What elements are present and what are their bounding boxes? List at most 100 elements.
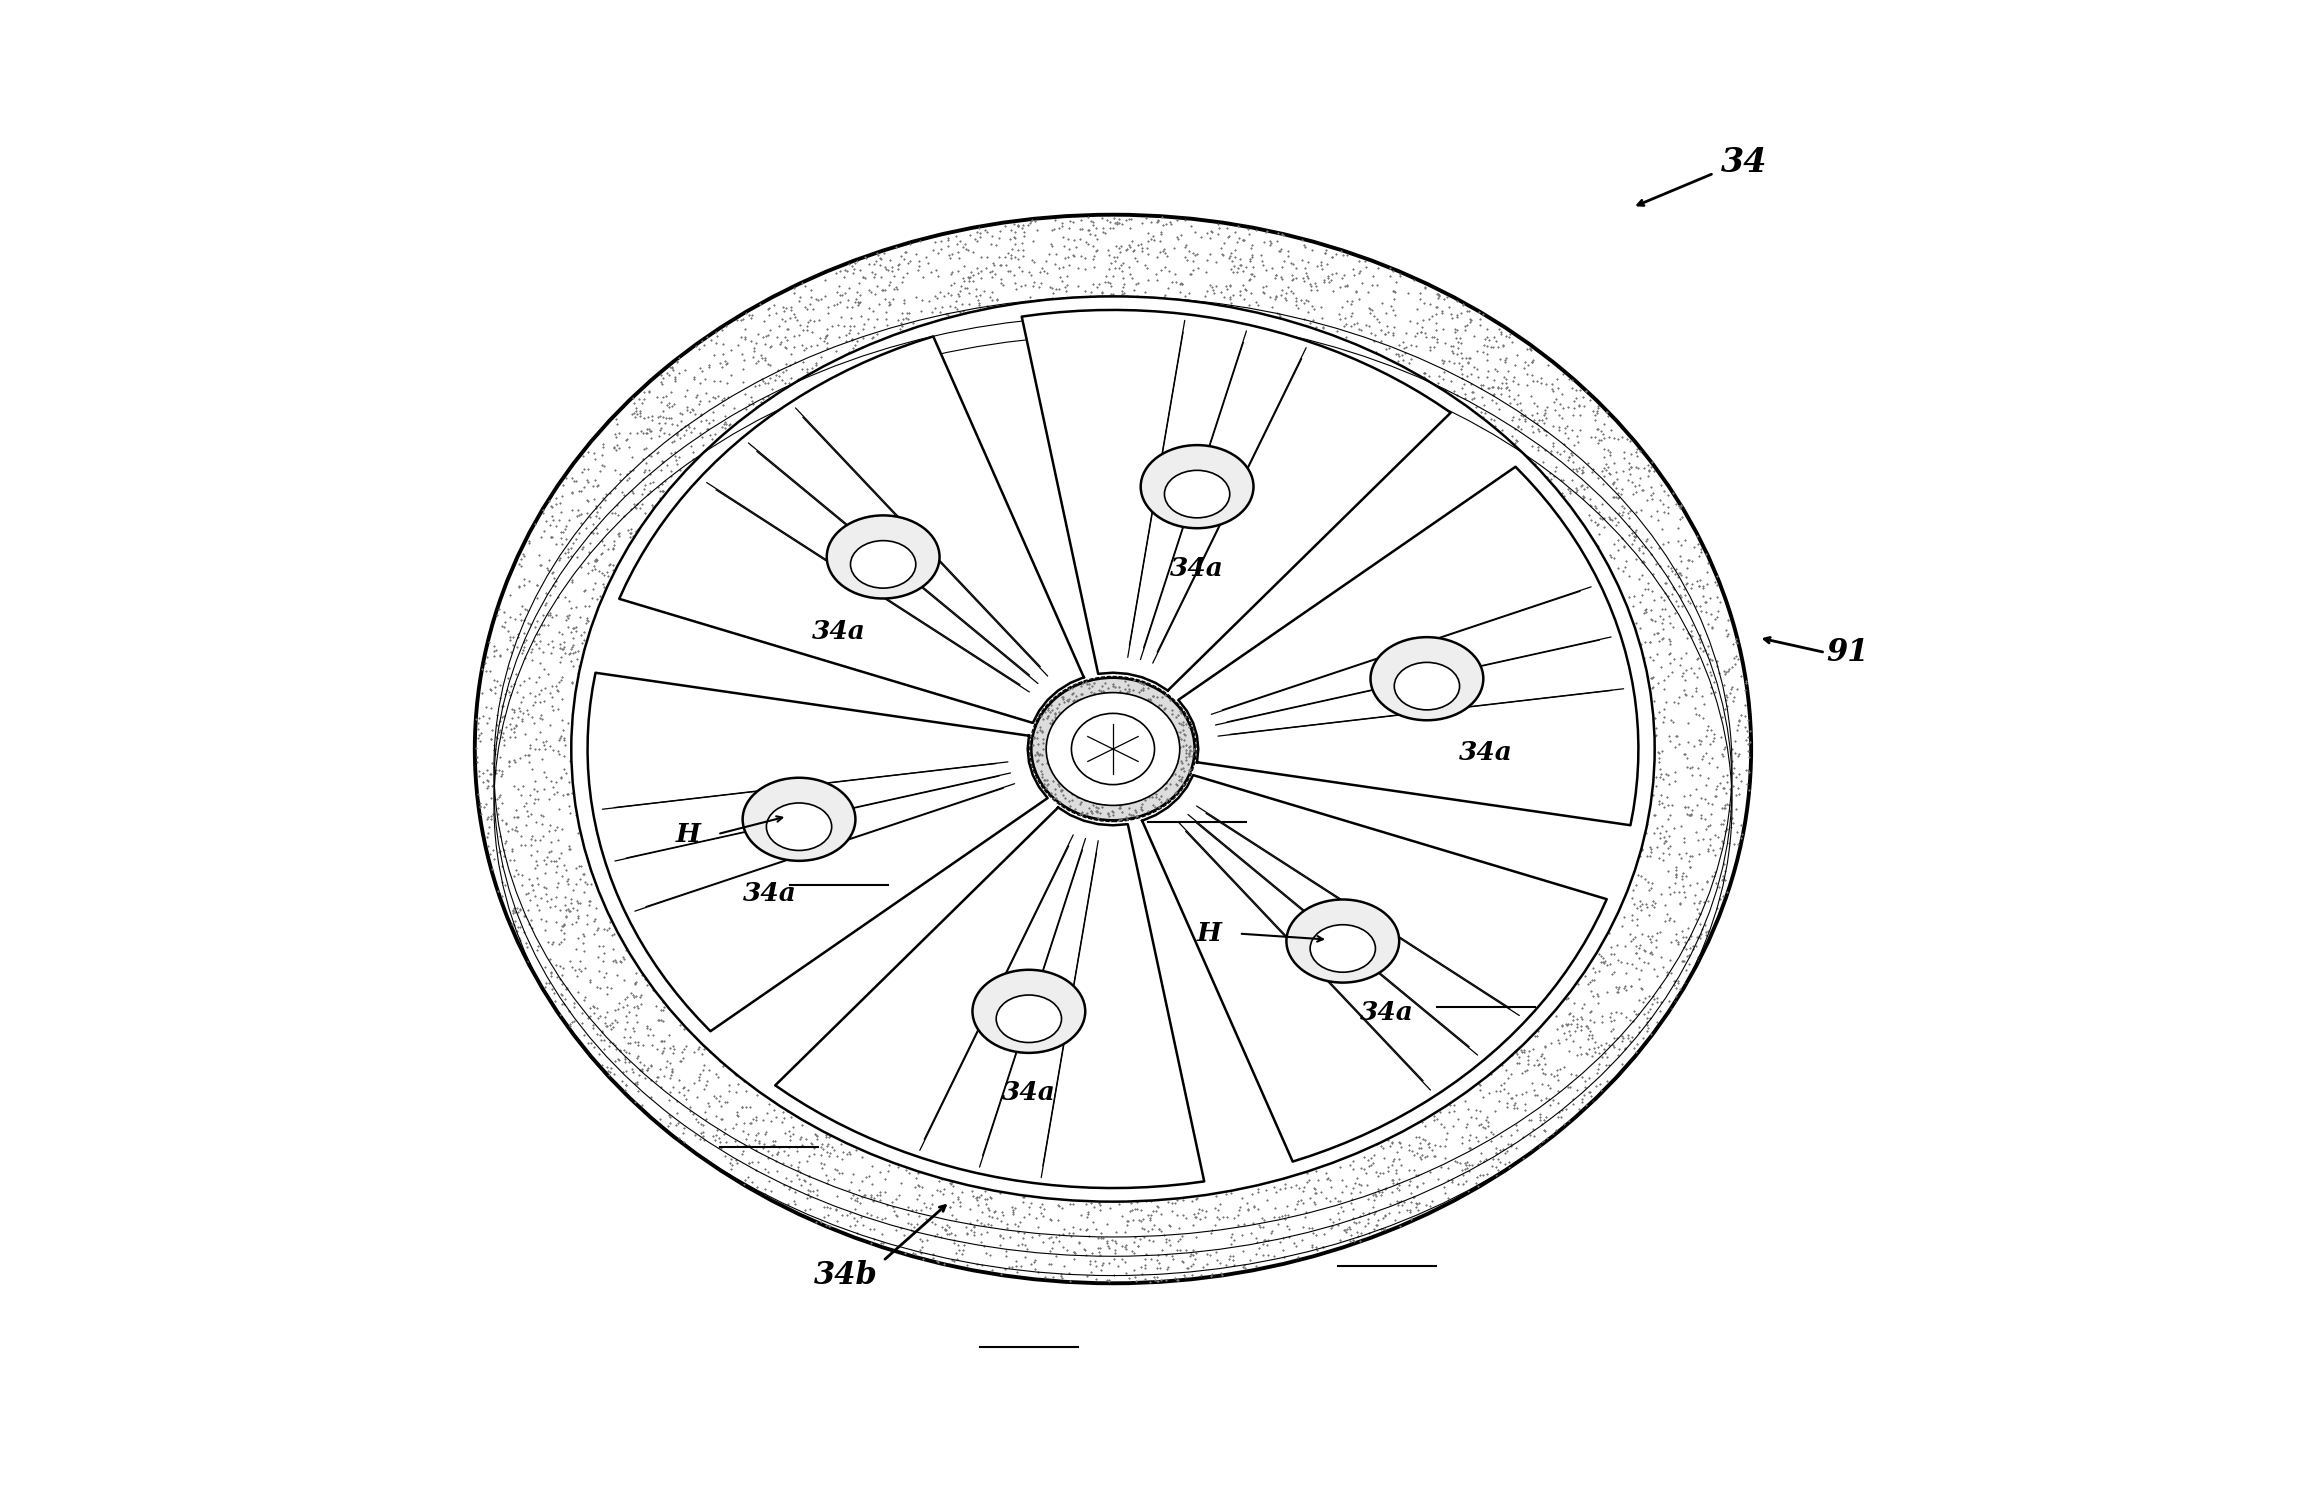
Point xyxy=(1308,1186,1345,1210)
Point xyxy=(1081,1236,1118,1260)
Point xyxy=(1171,240,1208,264)
Point xyxy=(630,379,667,403)
Point xyxy=(537,860,574,884)
Point xyxy=(1718,730,1755,753)
Point xyxy=(1183,1263,1220,1287)
Point xyxy=(926,283,963,307)
Point xyxy=(1273,282,1310,306)
Point xyxy=(1067,1243,1104,1267)
Point xyxy=(519,786,556,810)
Point xyxy=(1028,745,1065,768)
Point xyxy=(1171,761,1208,785)
Point xyxy=(1641,472,1678,496)
Point xyxy=(1704,884,1741,908)
Point xyxy=(572,888,609,912)
Point xyxy=(1164,271,1201,295)
Point xyxy=(553,878,590,902)
Point xyxy=(521,706,558,730)
Point xyxy=(1581,428,1618,452)
Point xyxy=(644,1041,681,1065)
Point xyxy=(1211,1246,1248,1270)
Point xyxy=(1317,261,1354,285)
Point xyxy=(947,1215,984,1239)
Point xyxy=(1539,1068,1577,1092)
Point xyxy=(1127,788,1164,812)
Point xyxy=(1153,716,1190,740)
Point xyxy=(600,524,637,548)
Point xyxy=(1340,288,1377,312)
Point xyxy=(1669,730,1706,753)
Point xyxy=(1669,556,1706,580)
Point xyxy=(1456,386,1493,410)
Point xyxy=(1671,756,1708,780)
Point xyxy=(549,977,586,1001)
Point xyxy=(646,1040,683,1064)
Point xyxy=(1620,1002,1658,1026)
Point xyxy=(1273,267,1310,291)
Point xyxy=(998,277,1035,301)
Point xyxy=(505,620,542,644)
Point xyxy=(752,377,789,401)
Point xyxy=(1160,767,1197,791)
Point xyxy=(1370,1155,1408,1179)
Point xyxy=(1167,706,1204,730)
Point xyxy=(549,905,586,929)
Point xyxy=(1711,800,1748,824)
Point xyxy=(1032,698,1070,722)
Point xyxy=(1257,267,1294,291)
Point xyxy=(1655,575,1692,599)
Point xyxy=(1678,665,1715,689)
Point xyxy=(1623,837,1660,861)
Point xyxy=(479,704,516,728)
Point xyxy=(1697,860,1734,884)
Point xyxy=(1287,256,1324,280)
Point xyxy=(470,707,507,731)
Point xyxy=(1688,542,1725,566)
Point xyxy=(1086,694,1123,718)
Point xyxy=(1523,407,1560,431)
Point xyxy=(1046,724,1083,748)
Point xyxy=(729,1122,766,1146)
Point xyxy=(1648,792,1685,816)
Point xyxy=(1296,1189,1333,1213)
Point xyxy=(507,743,544,767)
Point xyxy=(1051,695,1088,719)
Point xyxy=(1169,1257,1206,1281)
Point xyxy=(1526,1129,1563,1153)
Point xyxy=(1039,737,1076,761)
Point xyxy=(1595,1017,1632,1041)
Point xyxy=(1662,496,1699,520)
Point xyxy=(706,421,743,445)
Point xyxy=(1634,957,1671,981)
Point xyxy=(1708,770,1746,794)
Point xyxy=(1630,571,1667,595)
Point xyxy=(1123,798,1160,822)
Point xyxy=(1107,271,1144,295)
Point xyxy=(762,364,799,388)
Point xyxy=(919,286,956,310)
Point xyxy=(1491,377,1528,401)
Point xyxy=(1164,759,1201,783)
Point xyxy=(1630,903,1667,927)
Point xyxy=(502,897,539,921)
Point xyxy=(1380,345,1417,369)
Point xyxy=(563,536,600,560)
Point xyxy=(938,232,975,256)
Point xyxy=(1208,1182,1245,1206)
Point xyxy=(1139,1216,1176,1240)
Point xyxy=(1447,1115,1484,1138)
Point xyxy=(1660,971,1697,995)
Point xyxy=(975,265,1012,289)
Point xyxy=(551,770,588,794)
Point xyxy=(1489,1092,1526,1116)
Point xyxy=(787,313,824,337)
Point xyxy=(623,963,660,987)
Point xyxy=(956,226,993,250)
Point xyxy=(1583,1046,1620,1070)
Point xyxy=(1486,1141,1523,1165)
Point xyxy=(1120,777,1158,801)
Point xyxy=(1139,1257,1176,1281)
Point xyxy=(1433,339,1470,363)
Point xyxy=(1255,1219,1292,1243)
Point xyxy=(516,632,553,656)
